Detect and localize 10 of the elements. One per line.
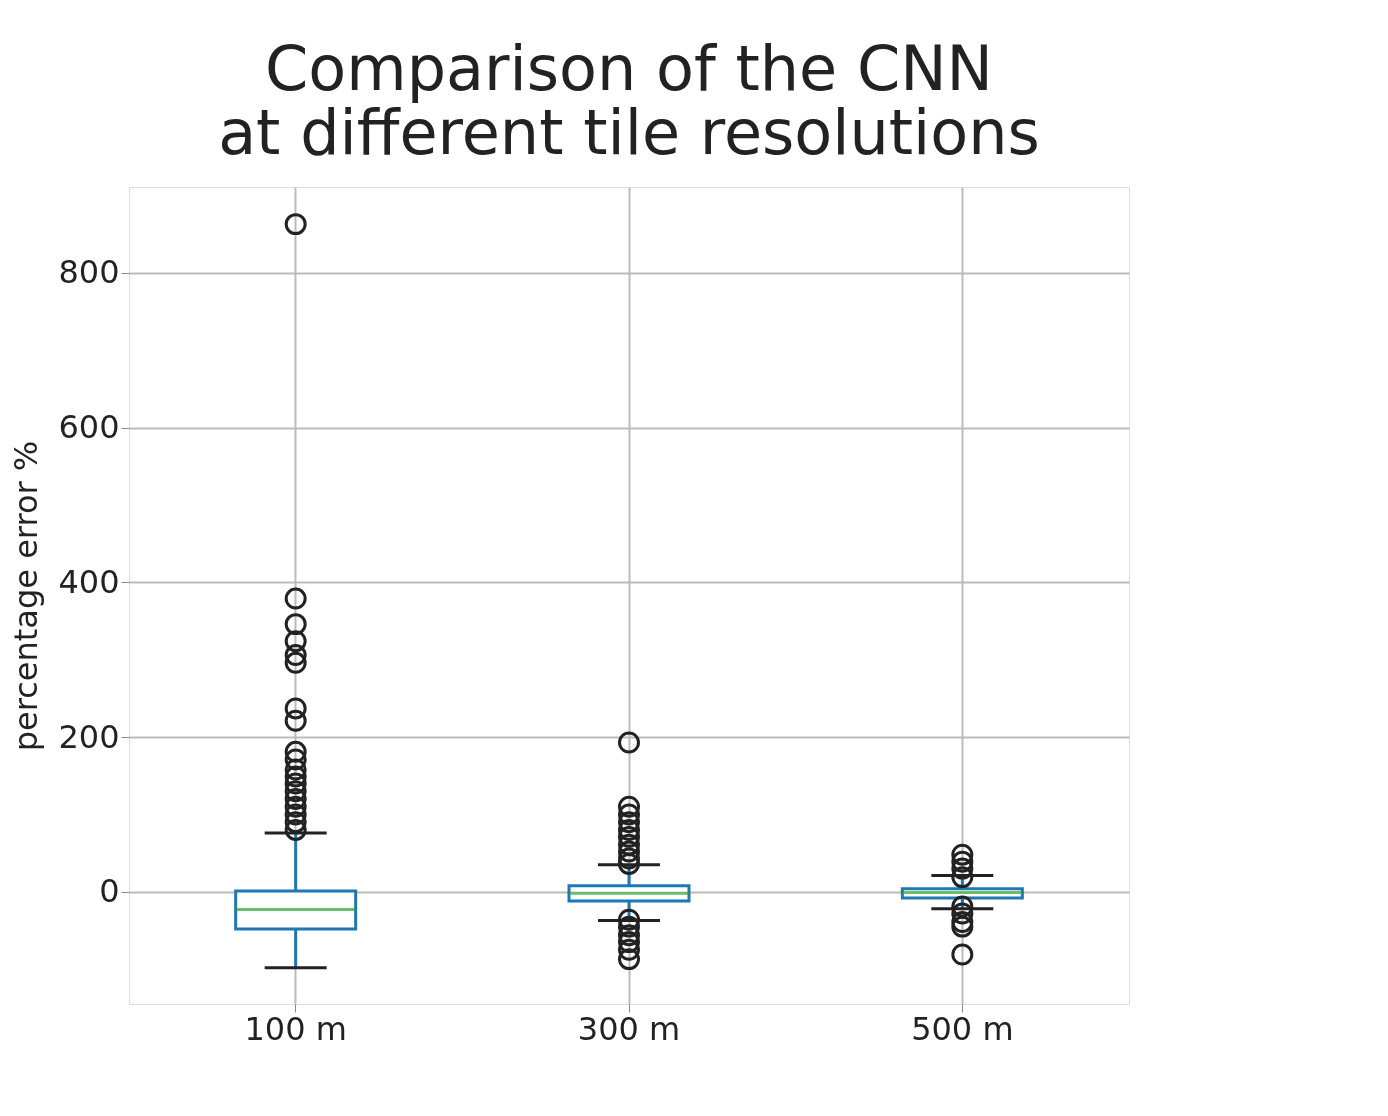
- y-tick-label: 0: [99, 872, 120, 911]
- x-tick-label: 100 m: [244, 1009, 347, 1048]
- y-tick-label: 200: [58, 717, 120, 756]
- y-axis-title: percentage error %: [7, 440, 46, 752]
- x-tick-label: 300 m: [577, 1009, 681, 1048]
- y-tick-label: 400: [58, 562, 120, 601]
- chart-title: Comparison of the CNN at different tile resolutions: [218, 32, 1040, 169]
- y-tick-label: 800: [58, 253, 120, 292]
- y-tick-label: 600: [58, 408, 120, 447]
- x-tick-label: 500 m: [911, 1009, 1014, 1048]
